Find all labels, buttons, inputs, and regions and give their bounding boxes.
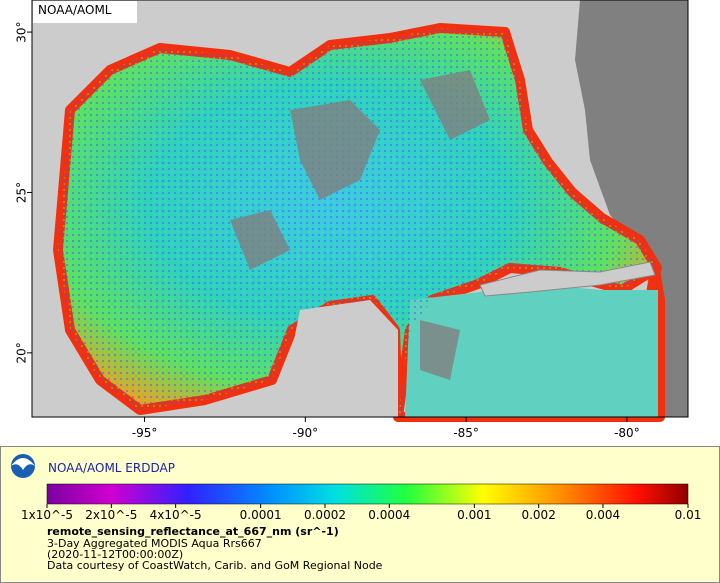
colorbar bbox=[46, 483, 689, 505]
dataset-name: 3-Day Aggregated MODIS Aqua Rrs667 bbox=[47, 537, 262, 550]
watermark-box bbox=[33, 1, 137, 23]
map: NOAA/AOML bbox=[31, 0, 689, 422]
colorbar-tick-label: 2x10^-5 bbox=[85, 508, 137, 522]
map-frame bbox=[31, 0, 689, 418]
colorbar-tick-label: 0.001 bbox=[457, 508, 491, 522]
colorbar-ticks: 1x10^-5 2x10^-5 4x10^-5 0.0001 0.0002 0.0004 0… bbox=[21, 504, 701, 522]
yucatan bbox=[280, 300, 398, 417]
credit: Data courtesy of CoastWatch, Carib. and … bbox=[47, 559, 383, 572]
y-tick-label: 30° bbox=[15, 21, 29, 42]
x-tick-label: -80° bbox=[614, 426, 640, 440]
variable-name: remote_sensing_reflectance_at_667_nm (sr… bbox=[47, 525, 339, 538]
y-tick-label: 25° bbox=[15, 182, 29, 203]
no-data bbox=[230, 70, 490, 380]
watermark: NOAA/AOML bbox=[38, 3, 112, 17]
colorbar-tick-label: 0.01 bbox=[675, 508, 702, 522]
legend-title: NOAA/AOML ERDDAP bbox=[48, 461, 175, 475]
axes: -95° -90° -85° -80° 20° 25° 30° bbox=[15, 21, 640, 440]
time: (2020-11-12T00:00:00Z) bbox=[47, 548, 183, 561]
caribbean-water bbox=[405, 282, 658, 417]
x-tick-label: -95° bbox=[132, 426, 158, 440]
colorbar-tick-label: 4x10^-5 bbox=[150, 508, 202, 522]
colorbar-tick-label: 0.002 bbox=[521, 508, 555, 522]
colorbar-tick-label: 0.0004 bbox=[368, 508, 410, 522]
colorbar-tick-label: 0.004 bbox=[586, 508, 620, 522]
florida bbox=[575, 0, 688, 417]
legend-box bbox=[0, 446, 720, 583]
noaa-logo-bird bbox=[11, 458, 35, 470]
cuba bbox=[479, 261, 656, 297]
y-tick-label: 20° bbox=[15, 342, 29, 363]
colorbar-tick-label: 0.0001 bbox=[240, 508, 282, 522]
x-tick-label: -85° bbox=[453, 426, 479, 440]
data-texture bbox=[58, 28, 657, 417]
colorbar-tick-label: 1x10^-5 bbox=[21, 508, 73, 522]
colorbar-tick-label: 0.0002 bbox=[304, 508, 346, 522]
x-tick-label: -90° bbox=[293, 426, 319, 440]
